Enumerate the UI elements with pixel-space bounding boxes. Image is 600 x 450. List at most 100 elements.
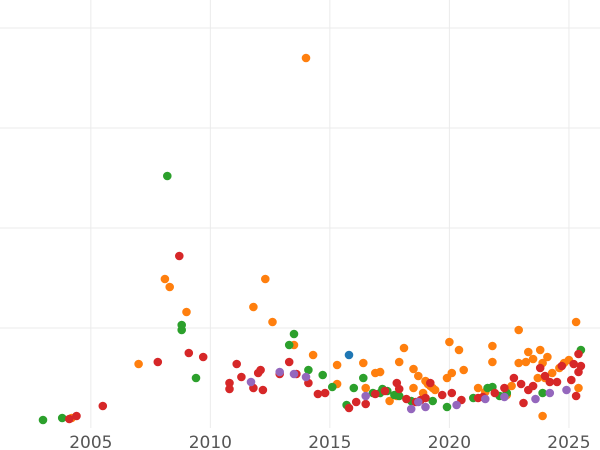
data-point (406, 404, 416, 414)
data-point (225, 384, 234, 394)
data-point (514, 325, 523, 335)
grid-lines (0, 0, 600, 428)
data-point (428, 396, 438, 406)
data-point (256, 365, 265, 375)
data-point (98, 401, 108, 411)
data-point (414, 371, 423, 381)
data-point (237, 372, 246, 382)
data-point (574, 367, 583, 377)
x-axis-tick-labels: 2005 2010 2015 2020 2025 (69, 433, 590, 450)
data-point (165, 282, 174, 292)
data-point (394, 357, 404, 367)
data-point (426, 378, 435, 388)
data-point (361, 383, 371, 393)
data-point (543, 352, 552, 362)
data-point (567, 375, 576, 385)
data-point (402, 394, 411, 404)
data-point (409, 383, 418, 393)
data-point (394, 391, 404, 401)
data-point (538, 411, 547, 421)
data-point (399, 343, 409, 353)
data-point (442, 402, 452, 412)
data-point (528, 354, 538, 364)
data-point (535, 345, 545, 355)
data-point (289, 329, 299, 339)
data-point (308, 350, 318, 360)
x-tick-label-2020: 2020 (428, 433, 471, 450)
data-point (375, 367, 385, 377)
data-point (249, 302, 258, 312)
data-point (385, 396, 394, 406)
data-point (528, 381, 538, 391)
data-point (301, 53, 311, 63)
data-point (261, 274, 270, 284)
data-point (232, 359, 241, 369)
data-point (134, 359, 143, 369)
data-point (490, 388, 500, 398)
data-point (574, 349, 583, 359)
x-tick-label-2025: 2025 (547, 433, 590, 450)
data-point (344, 350, 354, 360)
data-point (531, 394, 540, 404)
data-point (445, 337, 454, 347)
data-point (519, 398, 528, 408)
x-tick-label-2015: 2015 (308, 433, 351, 450)
data-point (574, 383, 583, 393)
data-point (447, 388, 457, 398)
data-point (500, 383, 509, 393)
data-point (361, 399, 371, 409)
data-point (351, 397, 361, 407)
data-point (246, 377, 256, 387)
data-point (562, 385, 571, 395)
data-point (284, 340, 294, 350)
data-point (184, 348, 194, 358)
data-point (289, 369, 299, 379)
data-point (538, 388, 547, 398)
data-point (160, 274, 170, 284)
data-point (344, 403, 354, 413)
data-point (547, 368, 557, 378)
data-point (421, 393, 430, 403)
data-point (507, 381, 516, 391)
data-point (533, 373, 543, 383)
data-point (359, 358, 368, 368)
data-point (452, 400, 461, 410)
data-point (552, 377, 562, 387)
data-point (569, 359, 578, 369)
data-point (304, 365, 313, 375)
data-point (320, 388, 330, 398)
data-point (349, 383, 359, 393)
data-point (177, 325, 186, 335)
data-point (509, 373, 519, 383)
data-point (258, 385, 268, 395)
data-point (414, 397, 423, 407)
data-point (500, 392, 509, 402)
data-point (409, 364, 418, 374)
data-point (268, 317, 277, 327)
data-point (394, 384, 404, 394)
data-point (571, 391, 581, 401)
data-point (359, 373, 368, 383)
data-point (318, 370, 328, 380)
data-point (540, 371, 550, 381)
data-point (328, 382, 337, 392)
data-point (72, 411, 81, 421)
data-point (65, 414, 74, 424)
data-point (198, 352, 208, 362)
data-point (380, 386, 390, 396)
x-tick-label-2005: 2005 (69, 433, 112, 450)
data-point (524, 347, 533, 357)
data-point (447, 368, 457, 378)
data-point (301, 372, 311, 382)
data-point (535, 363, 545, 373)
x-tick-label-2010: 2010 (189, 433, 232, 450)
data-point (313, 389, 323, 399)
data-point (284, 357, 294, 367)
data-point (521, 357, 531, 367)
data-point (516, 379, 526, 389)
data-point (488, 341, 497, 351)
data-point (421, 402, 430, 412)
data-point (371, 389, 380, 399)
data-point (545, 388, 555, 398)
